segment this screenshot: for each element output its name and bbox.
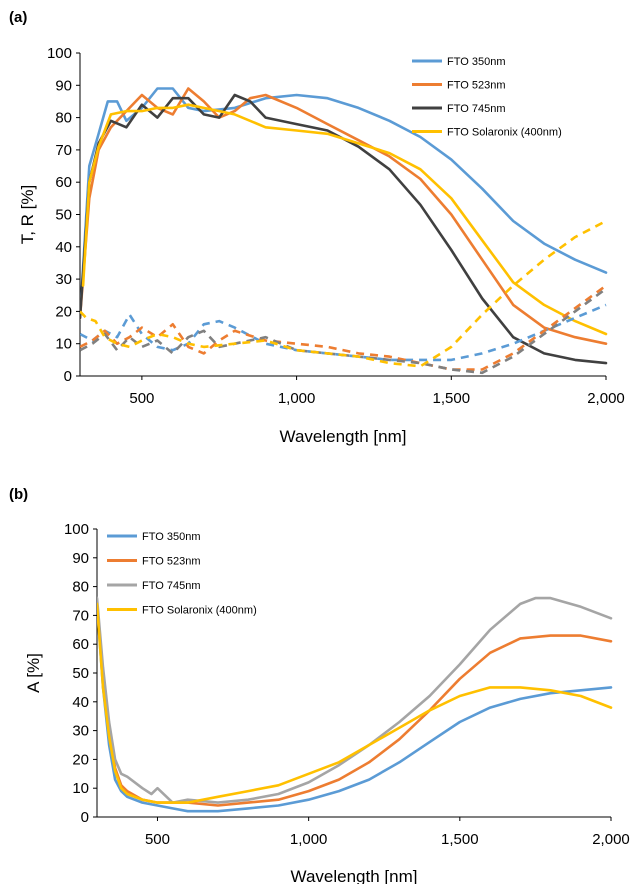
reflectance-line-4 [80,303,607,362]
y-tick-label: 50 [55,207,72,224]
legend-label: FTO Solaronix (400nm) [447,127,562,139]
panel-a-label: (a) [9,9,28,26]
series-line-3 [97,602,613,804]
legend-label: FTO 745nm [447,103,506,115]
x-axis-title: Wavelength [nm] [291,867,418,884]
series-line-0 [97,602,613,813]
y-tick-label: 60 [72,636,89,653]
x-axis-title: Wavelength [nm] [280,427,407,446]
legend-label: FTO Solaronix (400nm) [142,605,257,617]
x-tick-label: 500 [145,831,170,848]
y-tick-label: 0 [64,368,72,385]
series-line-1 [97,602,613,807]
x-tick-label: 2,000 [592,831,630,848]
y-tick-label: 20 [72,751,89,768]
y-tick-label: 30 [72,723,89,740]
y-axis-title: A [%] [24,653,43,693]
y-tick-label: 60 [55,174,72,191]
series-line-2 [97,596,613,804]
y-tick-label: 80 [72,579,89,596]
reflectance-line-7 [80,219,607,368]
series-group [80,87,608,375]
series-line-0 [80,87,608,320]
series-line-2 [80,93,608,365]
y-tick-label: 10 [55,336,72,353]
reflectance-line-6 [80,287,607,375]
x-tick-label: 2,000 [587,390,625,407]
y-tick-label: 70 [55,142,72,159]
y-tick-label: 20 [55,303,72,320]
x-tick-label: 1,500 [433,390,471,407]
y-tick-label: 30 [55,271,72,288]
chart-a: 0 10 20 30 40 50 60 70 80 90 100 500 1,000 1,500 2,000… [18,45,625,446]
series-group [97,596,613,813]
y-tick-label: 90 [72,550,89,567]
y-tick-label: 40 [72,694,89,711]
y-tick-label: 40 [55,239,72,256]
legend-label: FTO 350nm [447,56,506,68]
y-tick-label: 100 [64,521,89,538]
y-tick-label: 50 [72,665,89,682]
legend-label: FTO 350nm [142,531,201,543]
y-axis-title: T, R [%] [18,185,37,245]
legend-label: FTO 523nm [447,80,506,92]
y-tick-label: 100 [47,45,72,62]
reflectance-line-5 [80,284,607,371]
legend-label: FTO 523nm [142,556,201,568]
legend-label: FTO 745nm [142,580,201,592]
series-line-3 [81,103,608,336]
y-tick-label: 0 [81,809,89,826]
x-tick-label: 1,000 [278,390,316,407]
panel-b-label: (b) [9,486,29,503]
y-tick-label: 80 [55,110,72,127]
x-tick-label: 1,000 [290,831,328,848]
x-tick-label: 1,500 [441,831,479,848]
chart-b: 0 10 20 30 40 50 60 70 80 90 100 500 1,000 1,500 2,000… [24,521,630,884]
y-tick-label: 70 [72,607,89,624]
y-tick-label: 90 [55,77,72,94]
y-tick-label: 10 [72,780,89,797]
x-tick-label: 500 [129,390,154,407]
